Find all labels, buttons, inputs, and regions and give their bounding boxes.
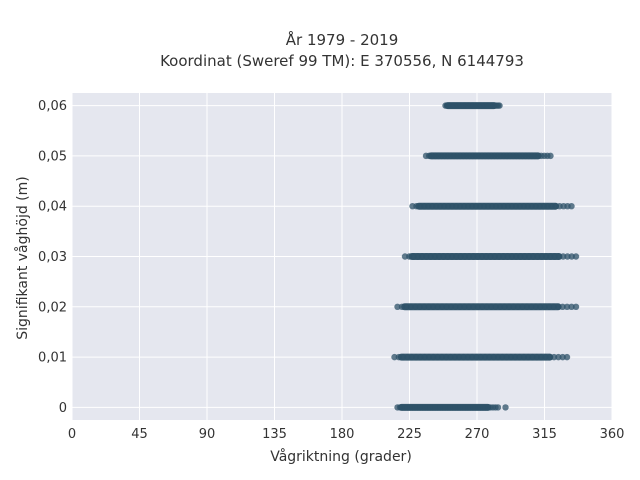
data-band [391, 353, 571, 361]
x-tick-label: 45 [131, 427, 148, 442]
data-point [501, 303, 508, 311]
data-point [541, 303, 548, 311]
data-point [496, 102, 503, 109]
data-band [394, 403, 509, 411]
x-tick-label: 270 [465, 427, 490, 442]
y-tick-label: 0,02 [38, 300, 67, 315]
data-point [438, 303, 446, 311]
x-axis-ticks: 0 45 90 135 180 225 270 315 360 [68, 427, 625, 442]
data-point [452, 303, 459, 311]
data-band [442, 102, 503, 110]
data-point [407, 303, 415, 311]
x-axis-label: Vågriktning (grader) [270, 448, 412, 465]
data-point [479, 303, 486, 311]
data-point [488, 303, 495, 311]
data-point [447, 303, 455, 311]
data-point [494, 404, 502, 411]
data-points [391, 102, 580, 411]
data-point [465, 303, 473, 311]
data-point [483, 303, 490, 311]
data-point [559, 303, 566, 311]
data-point [546, 303, 553, 311]
data-point [547, 152, 554, 160]
data-point [430, 303, 437, 311]
data-point [470, 303, 477, 311]
data-point [510, 303, 517, 311]
y-tick-label: 0,04 [38, 200, 67, 215]
data-point [434, 303, 441, 311]
data-point [568, 303, 575, 311]
x-tick-label: 135 [262, 427, 287, 442]
data-point [528, 303, 535, 311]
data-band [394, 303, 580, 311]
y-tick-label: 0,06 [38, 99, 67, 114]
y-tick-label: 0,05 [38, 149, 67, 164]
data-point [474, 303, 482, 311]
y-tick-label: 0,01 [38, 351, 67, 366]
x-tick-label: 360 [600, 427, 625, 442]
data-band [422, 152, 554, 160]
y-tick-label: 0 [59, 401, 67, 416]
data-point [523, 303, 531, 311]
data-point [550, 303, 557, 311]
data-point [461, 303, 468, 311]
data-point [563, 353, 571, 361]
data-point [394, 303, 401, 311]
data-point [398, 303, 406, 311]
data-point [412, 303, 419, 311]
data-point [514, 303, 522, 311]
data-point [519, 303, 526, 311]
chart-subtitle: Koordinat (Sweref 99 TM): E 370556, N 61… [160, 52, 524, 70]
data-point [456, 303, 464, 311]
data-point [572, 303, 580, 311]
data-point [554, 303, 562, 311]
x-tick-label: 0 [68, 427, 76, 442]
data-point [443, 303, 450, 311]
x-tick-label: 180 [330, 427, 355, 442]
x-tick-label: 315 [532, 427, 557, 442]
data-point [572, 253, 580, 260]
data-point [496, 303, 504, 311]
chart-title: År 1979 - 2019 [286, 30, 399, 49]
y-axis-ticks: 0 0,01 0,02 0,03 0,04 0,05 0,06 [38, 99, 67, 416]
y-axis-label: Signifikant våghöjd (m) [14, 176, 31, 339]
data-point [416, 303, 424, 311]
data-point [421, 303, 428, 311]
data-point [403, 303, 410, 311]
data-band [401, 253, 580, 260]
x-tick-label: 90 [199, 427, 216, 442]
x-tick-label: 225 [397, 427, 422, 442]
data-point [492, 303, 499, 311]
y-tick-label: 0,03 [38, 250, 67, 265]
data-point [425, 303, 432, 311]
data-point [502, 404, 509, 411]
data-band [409, 202, 575, 210]
data-point [568, 202, 575, 210]
data-point [505, 303, 513, 311]
data-point [563, 303, 571, 311]
data-point [532, 303, 540, 311]
data-point [537, 303, 544, 311]
